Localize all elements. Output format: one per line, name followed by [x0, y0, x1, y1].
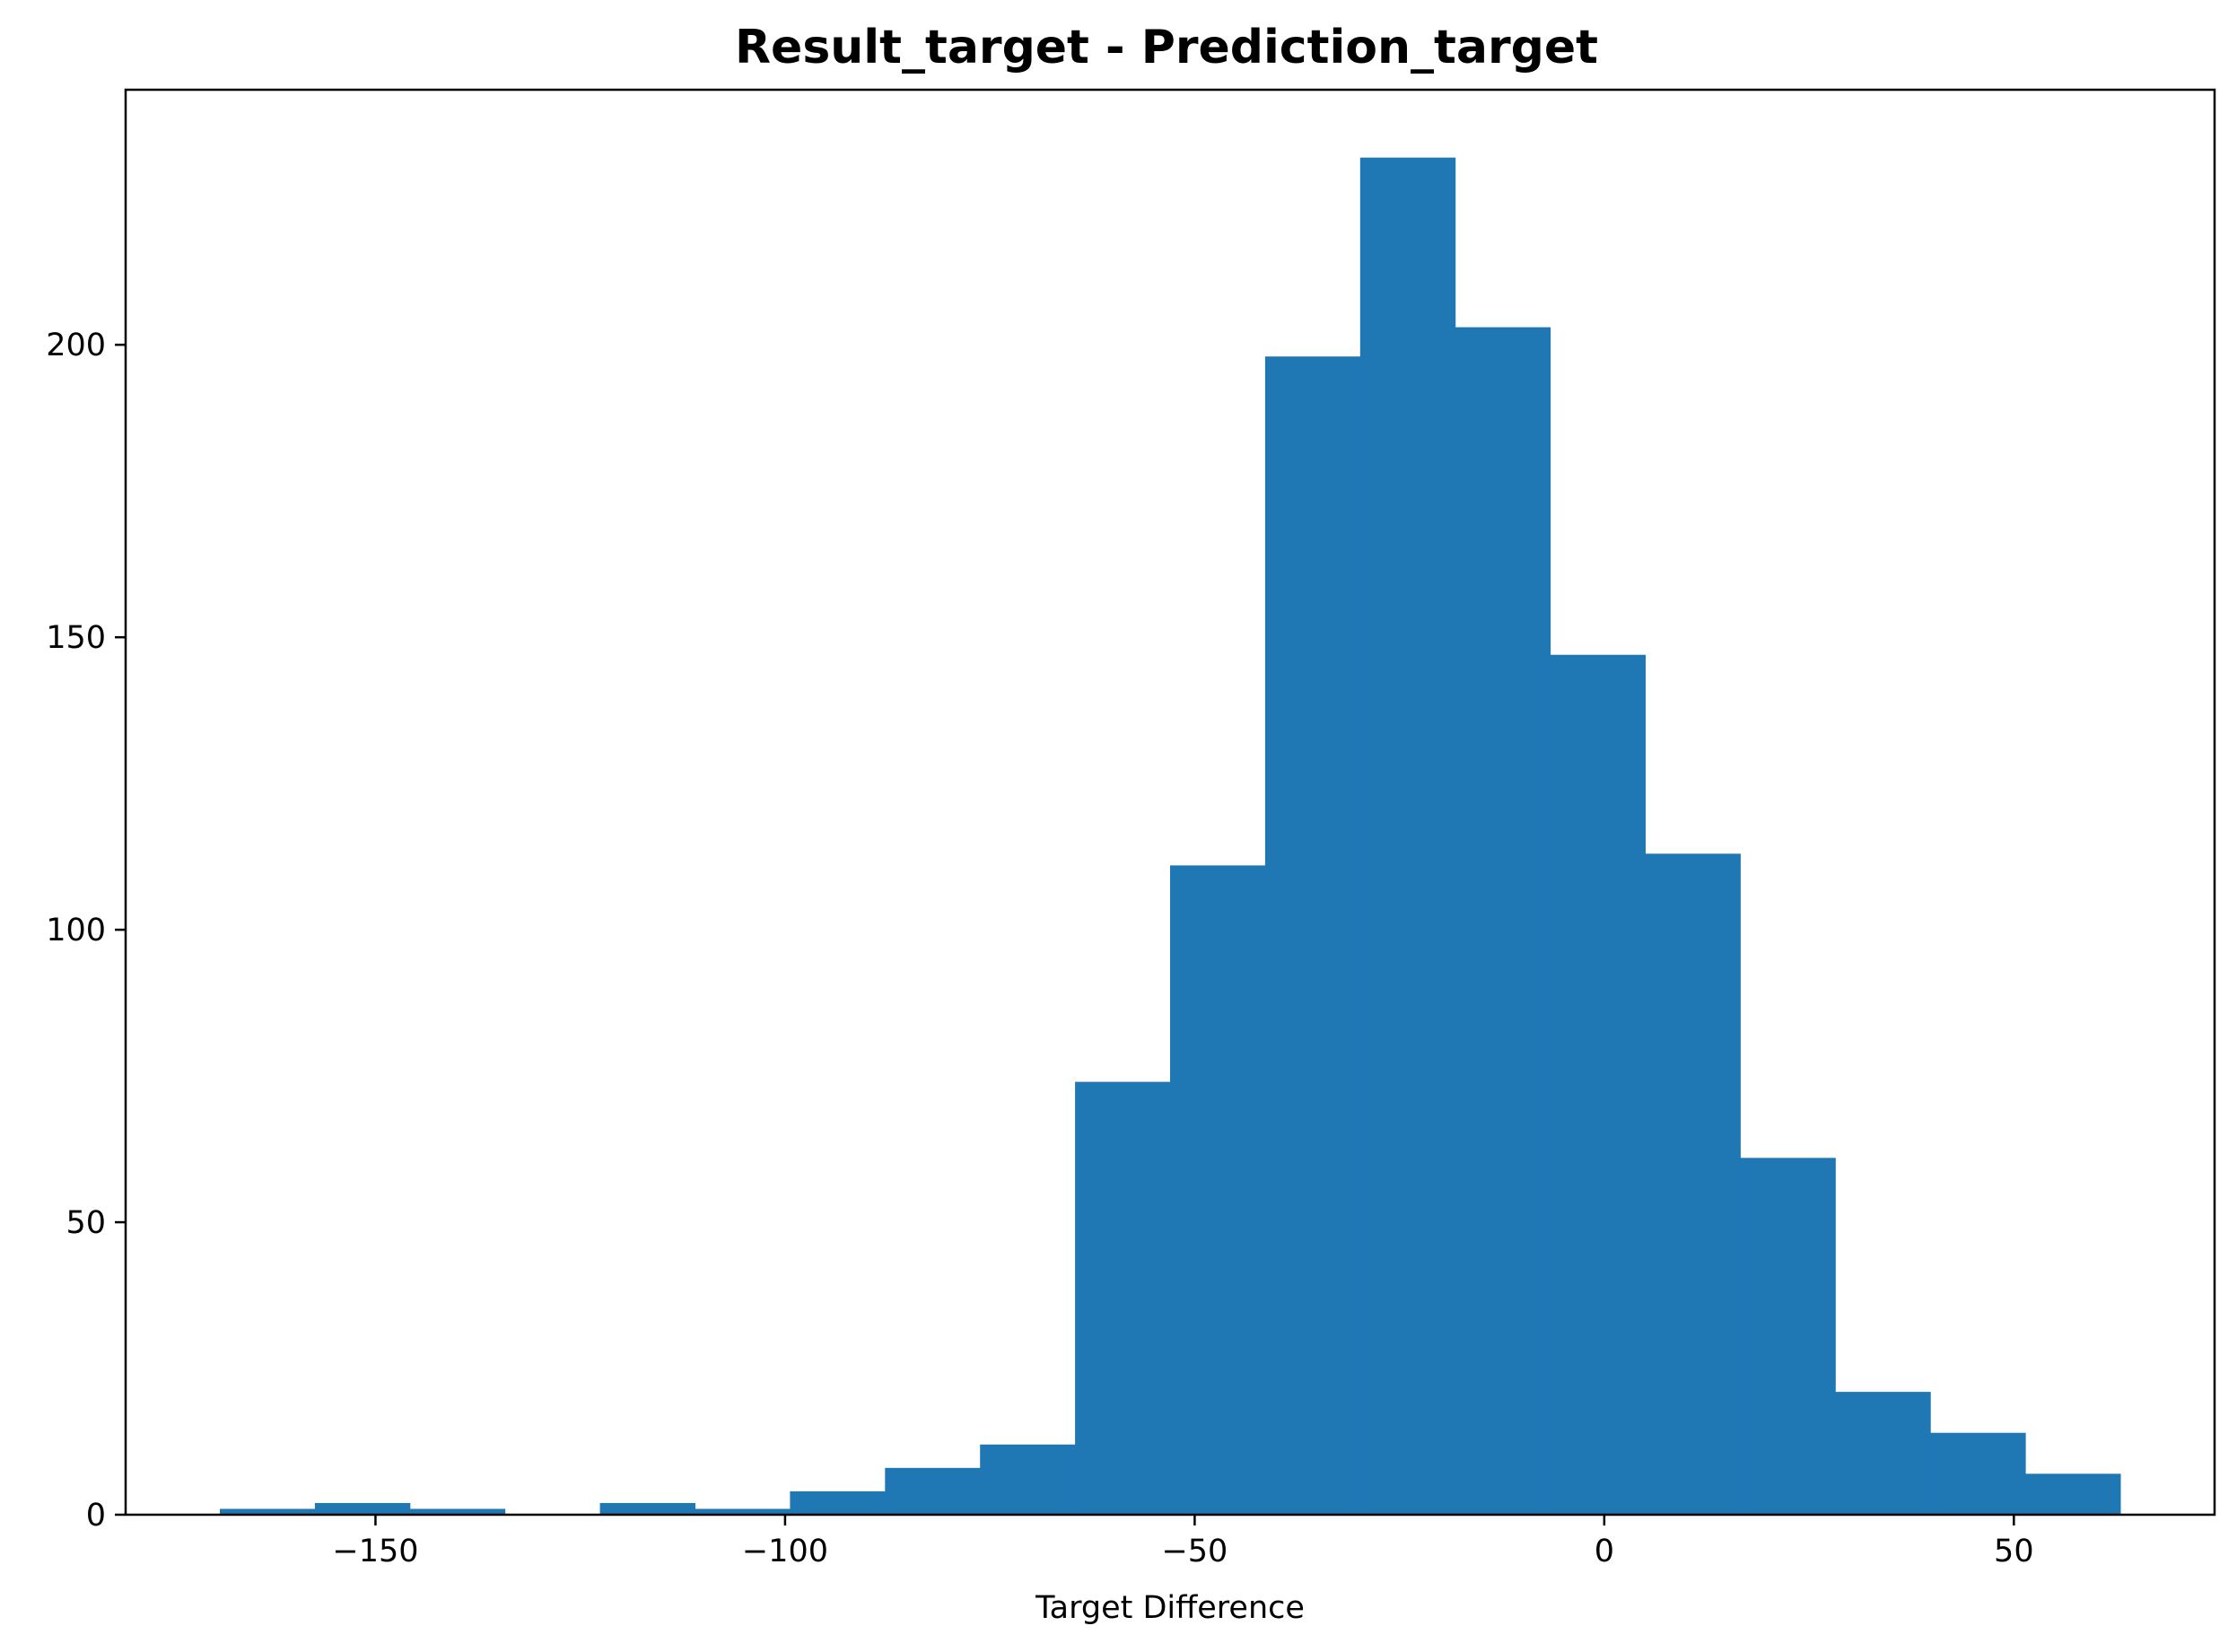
histogram-bar-1	[314, 1502, 411, 1515]
histogram-bar-16	[1740, 1158, 1836, 1515]
histogram-bar-10	[1170, 865, 1266, 1515]
histogram-bar-14	[1550, 654, 1647, 1515]
chart-title: Result_target - Prediction_target	[735, 21, 1598, 74]
plot-frame	[124, 88, 2216, 1517]
x-axis: −150 −100 −50 0 50	[332, 1515, 2034, 1569]
x-axis-label: Target Difference	[1035, 1590, 1305, 1626]
histogram-bar-8	[980, 1444, 1076, 1515]
x-tick-label-4: 50	[1994, 1534, 2034, 1569]
y-tick-label-4: 200	[46, 328, 106, 363]
histogram-bar-13	[1455, 327, 1551, 1516]
bars-layer	[219, 157, 2121, 1516]
x-tick-label-0: −150	[332, 1534, 418, 1569]
histogram-bar-19	[2025, 1473, 2121, 1515]
histogram-bar-15	[1645, 853, 1741, 1515]
histogram-bar-12	[1359, 157, 1456, 1516]
histogram-bar-7	[885, 1467, 981, 1515]
histogram-bar-4	[599, 1502, 695, 1515]
histogram-bar-9	[1075, 1081, 1171, 1515]
x-tick-label-3: 0	[1595, 1534, 1614, 1569]
y-tick-label-0: 0	[86, 1498, 106, 1534]
y-tick-label-2: 100	[46, 913, 106, 948]
histogram-bar-17	[1835, 1392, 1931, 1515]
y-axis: 0 50 100 150 200	[46, 328, 126, 1534]
histogram-bar-18	[1930, 1432, 2026, 1515]
histogram-bar-11	[1264, 356, 1361, 1515]
histogram-bar-0	[219, 1508, 316, 1515]
histogram-bar-2	[409, 1508, 506, 1515]
y-tick-label-3: 150	[46, 620, 106, 656]
histogram-bar-5	[695, 1508, 791, 1515]
x-tick-label-2: −50	[1161, 1534, 1228, 1569]
histogram-bar-6	[790, 1490, 886, 1515]
x-tick-label-1: −100	[742, 1534, 828, 1569]
y-tick-label-1: 50	[66, 1205, 106, 1241]
